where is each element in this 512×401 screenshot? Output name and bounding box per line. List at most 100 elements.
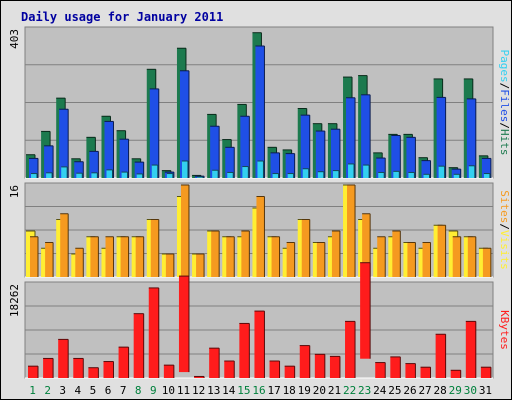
bar-pages-fill	[287, 173, 294, 178]
bar-pages	[121, 171, 129, 178]
bar-pages	[378, 171, 385, 178]
bar-pages	[302, 168, 310, 178]
x-tick-label: 22	[343, 384, 356, 397]
bar-kbytes	[239, 322, 250, 378]
bar-files-fill	[29, 158, 38, 178]
bar-sites	[271, 236, 281, 277]
legend-separator: /	[498, 122, 511, 129]
bar-sites	[241, 230, 250, 277]
bar-sites-fill	[90, 236, 99, 277]
bar-kbytes-fill	[435, 334, 446, 378]
bar-kbytes	[194, 375, 205, 378]
bar-sites	[407, 242, 416, 277]
bar-sites	[347, 184, 356, 277]
bar-kbytes	[465, 320, 477, 378]
bar-files-fill	[421, 160, 431, 178]
bar-pages-fill	[453, 174, 460, 178]
bar-pages	[46, 172, 53, 178]
bar-kbytes-fill	[284, 366, 295, 378]
bar-kbytes	[375, 362, 386, 378]
bar-files	[346, 97, 356, 178]
bar-sites-fill	[362, 213, 371, 277]
bar-pages-fill	[438, 166, 445, 178]
bar-files	[315, 130, 326, 178]
bar-sites	[286, 242, 296, 277]
bar-pages-fill	[91, 172, 98, 178]
bar-pages	[197, 176, 204, 178]
bar-sites	[377, 236, 386, 277]
bar-sites	[30, 236, 39, 277]
bar-pages	[31, 173, 38, 178]
bar-sites	[331, 230, 341, 277]
bar-pages	[151, 164, 159, 178]
bar-files	[300, 114, 311, 178]
bar-sites-fill	[301, 219, 310, 277]
bar-sites	[196, 253, 205, 277]
bar-files-fill	[134, 162, 144, 178]
x-tick-label: 19	[298, 384, 311, 397]
bar-kbytes	[284, 365, 296, 378]
bar-sites	[120, 236, 130, 277]
bar-files-fill	[225, 147, 235, 178]
bar-pages	[317, 171, 325, 178]
bar-sites	[437, 224, 447, 277]
bar-kbytes-fill	[465, 321, 476, 378]
bar-sites-fill	[105, 236, 114, 277]
bar-files	[436, 96, 447, 178]
bar-kbytes	[224, 360, 235, 378]
bar-pages	[483, 173, 491, 178]
bar-kbytes	[163, 364, 175, 378]
bar-pages-fill	[363, 165, 370, 178]
bar-kbytes-fill	[88, 367, 99, 378]
bar-pages	[332, 170, 340, 178]
bar-files	[179, 70, 190, 178]
bar-pages-fill	[468, 165, 475, 178]
bar-pages-fill	[106, 169, 113, 178]
x-tick-label: 5	[90, 384, 97, 397]
bar-kbytes-fill	[360, 262, 371, 359]
legend-entry: Pages	[498, 50, 511, 83]
legend-kbytes: KBytes	[498, 310, 511, 350]
bar-files-fill	[481, 158, 491, 178]
bar-kbytes-fill	[178, 276, 189, 373]
bar-files	[270, 152, 281, 178]
bar-files	[421, 160, 432, 178]
bar-sites	[482, 247, 492, 277]
bar-files	[59, 108, 69, 178]
bar-sites-fill	[482, 248, 491, 277]
bar-files-fill	[59, 109, 69, 178]
bar-kbytes	[254, 310, 265, 378]
y-max-label: 16	[8, 185, 21, 198]
bar-kbytes-fill	[299, 345, 310, 378]
bar-kbytes	[88, 367, 99, 378]
bar-pages-fill	[46, 172, 53, 178]
bar-pages	[257, 160, 264, 178]
bar-files-fill	[149, 88, 159, 178]
bar-sites-fill	[467, 236, 476, 277]
x-tick-label: 24	[373, 384, 387, 397]
bar-files	[255, 45, 265, 178]
bar-sites	[301, 219, 311, 277]
x-tick-label: 27	[418, 384, 431, 397]
bar-files	[225, 146, 235, 178]
bar-kbytes	[299, 345, 311, 378]
bar-sites-fill	[226, 236, 235, 277]
bar-kbytes	[73, 357, 84, 378]
legend-separator: /	[498, 83, 511, 90]
bar-kbytes-fill	[345, 321, 356, 378]
x-tick-label: 3	[59, 384, 66, 397]
bar-files	[330, 128, 341, 178]
bar-files	[391, 134, 401, 178]
bar-pages-fill	[317, 171, 324, 178]
bar-sites-fill	[196, 254, 205, 277]
bar-sites	[135, 236, 145, 277]
bar-kbytes-fill	[194, 376, 205, 378]
bar-pages	[136, 173, 144, 178]
bar-sites	[60, 213, 69, 277]
bar-sites-fill	[392, 231, 401, 277]
bar-files-fill	[315, 131, 325, 178]
x-tick-label: 13	[207, 384, 220, 397]
bar-sites-fill	[377, 236, 386, 277]
x-tick-label: 31	[479, 384, 492, 397]
bar-files	[210, 125, 220, 178]
